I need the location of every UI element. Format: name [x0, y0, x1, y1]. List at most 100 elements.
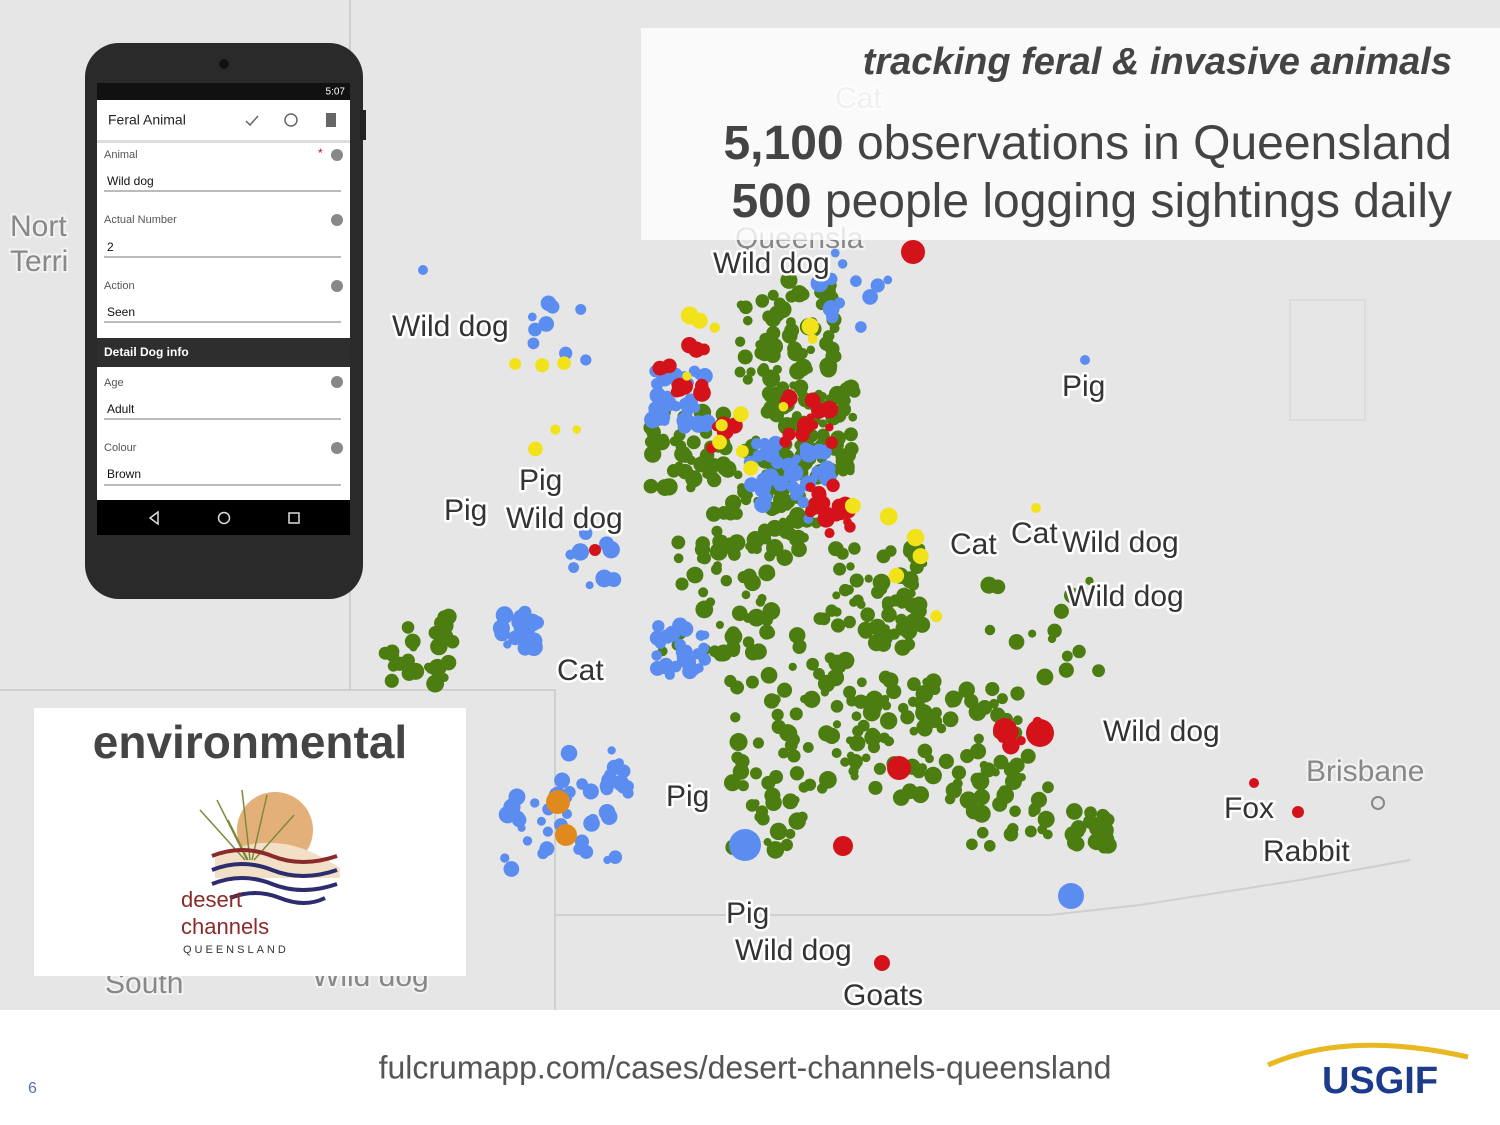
observation-dot	[855, 321, 867, 333]
observation-dot	[608, 850, 623, 864]
nav-back[interactable]	[148, 510, 159, 526]
observation-dot	[715, 620, 724, 629]
observation-dot	[945, 782, 962, 799]
observation-dot	[710, 563, 722, 575]
observation-dot	[802, 742, 814, 753]
phone-camera	[219, 59, 229, 69]
observation-dot	[788, 662, 797, 672]
observation-dot	[823, 507, 835, 519]
observation-dot	[822, 300, 840, 318]
location-icon[interactable]	[284, 113, 298, 127]
observation-dot	[673, 553, 684, 564]
field-value[interactable]: Brown	[107, 467, 141, 481]
observation-dot	[938, 753, 954, 769]
subtitle: tracking feral & invasive animals	[863, 41, 1452, 83]
observation-dot	[907, 677, 921, 691]
region-label: Brisbane	[1306, 755, 1424, 788]
observation-dot	[720, 460, 730, 471]
observation-dot	[838, 583, 852, 597]
observation-dot	[837, 259, 848, 269]
observation-dot	[856, 677, 867, 688]
map-label: Wild dog	[506, 502, 623, 535]
observation-dot	[848, 542, 861, 555]
observation-dot	[507, 630, 523, 646]
observation-dot	[867, 741, 881, 754]
observation-dot	[744, 574, 761, 592]
observation-dot	[837, 465, 849, 477]
observation-dot	[867, 634, 886, 652]
map-label: Wild dog	[1062, 526, 1179, 559]
doc-icon[interactable]	[326, 113, 336, 127]
observation-dot	[829, 350, 842, 363]
observation-dot	[791, 541, 807, 558]
observation-dot	[709, 322, 721, 333]
map-label: Pig	[1062, 370, 1105, 403]
observation-dot	[1036, 668, 1054, 686]
phone-button	[360, 110, 366, 140]
observation-dot	[1042, 781, 1054, 794]
observation-dot	[785, 828, 796, 839]
observation-dot	[654, 638, 666, 650]
observation-dot	[682, 371, 692, 381]
nav-home[interactable]	[217, 511, 231, 525]
observation-dot	[789, 707, 803, 721]
observation-dot	[784, 738, 798, 752]
field-label: Animal	[104, 149, 138, 161]
observation-dot	[818, 392, 827, 401]
observation-dot	[781, 327, 798, 344]
observation-dot	[495, 606, 514, 624]
observation-dot	[575, 303, 587, 315]
observation-dot	[845, 736, 854, 745]
nav-recent[interactable]	[288, 512, 300, 524]
observation-dot	[787, 749, 801, 763]
observation-dot	[788, 812, 806, 830]
observation-dot	[782, 793, 799, 810]
stat-number: 500	[731, 175, 811, 228]
observation-dot	[849, 573, 864, 588]
observation-dot	[745, 799, 759, 812]
observation-dot	[1030, 791, 1047, 808]
source-url[interactable]: fulcrumapp.com/cases/desert-channels-que…	[379, 1049, 1112, 1085]
nav-bar	[97, 500, 350, 535]
field-value[interactable]: 2	[107, 240, 114, 254]
observation-dot	[651, 650, 662, 661]
observation-dot	[430, 637, 448, 656]
observation-dot	[878, 732, 890, 744]
observation-dot	[965, 803, 983, 820]
observation-dot	[1090, 838, 1103, 851]
observation-dot	[729, 733, 748, 752]
save-icon[interactable]	[245, 115, 259, 127]
observation-dot	[1080, 355, 1090, 365]
map-label: Fox	[1224, 792, 1274, 825]
observation-dot	[602, 540, 620, 559]
observation-dot	[652, 620, 665, 633]
observation-dot	[517, 640, 533, 656]
observation-dot	[686, 482, 696, 493]
observation-dot	[769, 521, 780, 532]
observation-dot	[794, 639, 807, 652]
observation-dot	[788, 627, 806, 644]
observation-dot	[909, 726, 919, 736]
observation-dot	[1017, 773, 1026, 782]
observation-dot	[971, 772, 990, 791]
observation-dot	[1058, 883, 1084, 909]
field-value[interactable]: Seen	[107, 305, 135, 319]
observation-dot	[951, 765, 967, 780]
observation-dot	[771, 719, 786, 734]
observation-dot	[789, 766, 805, 781]
observation-dot	[762, 602, 781, 620]
observation-dot	[743, 315, 753, 326]
observation-dot	[888, 628, 900, 640]
observation-dot	[766, 539, 784, 557]
observation-dot	[840, 757, 850, 767]
observation-dot	[844, 442, 859, 457]
observation-dot	[797, 496, 809, 509]
observation-dot	[862, 289, 878, 305]
observation-dot	[810, 274, 829, 293]
observation-dot	[385, 644, 400, 659]
field-value[interactable]: Adult	[107, 402, 135, 416]
observation-dot	[712, 434, 727, 450]
observation-dot	[560, 744, 578, 762]
field-value[interactable]: Wild dog	[107, 174, 154, 188]
